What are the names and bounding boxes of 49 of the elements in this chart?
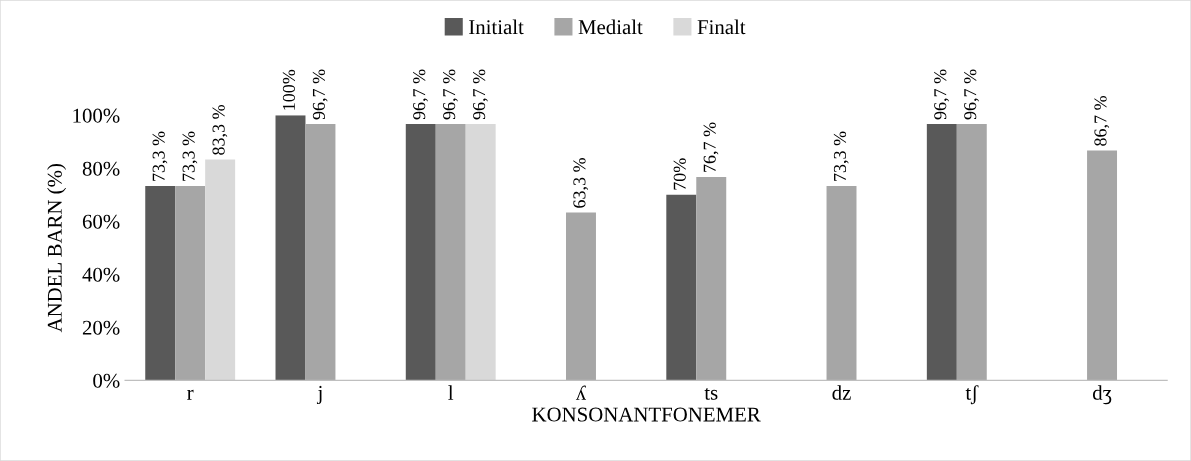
bar <box>275 115 306 381</box>
bar <box>926 124 957 381</box>
x-tick-label: tʃ <box>965 385 979 405</box>
y-tick-label: 20% <box>82 320 120 335</box>
data-label: 96,7 % <box>964 69 979 120</box>
x-tick-label: ʎ <box>575 385 587 400</box>
x-tick-label: dz <box>832 385 851 400</box>
bar <box>696 177 727 381</box>
bar <box>1087 150 1118 381</box>
y-axis-title: ANDEL BARN (%) <box>47 164 67 333</box>
bar <box>566 212 596 381</box>
x-axis-title: KONSONANTFONEMER <box>532 407 761 422</box>
bar <box>175 186 206 381</box>
data-label: 86,7 % <box>1094 95 1110 146</box>
data-label: 63,3 % <box>573 158 589 208</box>
bar <box>465 124 496 381</box>
y-tick-label: 80% <box>82 161 120 176</box>
legend-label: Medialt <box>578 19 643 35</box>
bar <box>826 186 857 381</box>
x-tick-label: j <box>316 385 322 405</box>
data-label: 96,7 % <box>312 69 328 120</box>
y-tick-label: 100% <box>73 108 120 123</box>
x-tick-label: l <box>448 385 454 400</box>
bar <box>435 124 466 381</box>
bar <box>145 186 176 381</box>
data-label: 73,3 % <box>152 131 168 181</box>
data-label: 96,7 % <box>443 69 458 120</box>
data-label: 96,7 % <box>473 69 488 120</box>
data-label: 96,7 % <box>413 69 428 120</box>
data-label: 73,3 % <box>833 131 849 181</box>
data-label: 70% <box>673 158 686 190</box>
data-label: 73,3 % <box>182 131 198 181</box>
x-tick-label: dʒ <box>1092 385 1112 405</box>
data-label: 83,3 % <box>212 105 228 155</box>
bar <box>205 159 236 381</box>
y-tick-label: 0% <box>93 373 120 388</box>
y-tick-label: 60% <box>82 214 120 229</box>
bar <box>956 124 987 381</box>
bar <box>305 124 336 381</box>
x-tick-label: r <box>187 389 194 400</box>
x-tick-label: ts <box>704 387 718 400</box>
legend-label: Initialt <box>469 19 524 35</box>
data-label: 100% <box>282 69 296 110</box>
legend-label: Finalt <box>697 19 746 35</box>
y-tick-label: 40% <box>82 267 120 282</box>
data-label: 76,7 % <box>703 122 719 172</box>
data-label: 96,7 % <box>934 69 949 120</box>
bar <box>666 194 697 381</box>
bar <box>405 124 436 381</box>
